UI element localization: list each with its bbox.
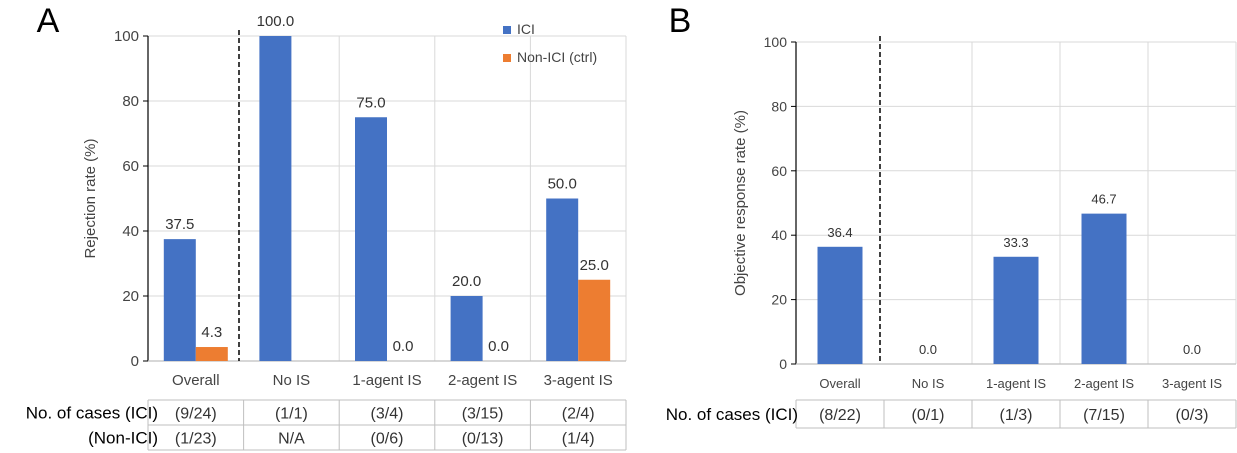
y-tick-label: 20 bbox=[771, 292, 787, 308]
y-tick-label: 100 bbox=[764, 34, 788, 50]
panel-a: A 0 20 40 60 80 100 Rejection rate (%) Overall No… bbox=[26, 2, 627, 451]
x-category-label: Overall bbox=[172, 372, 220, 389]
table-cell: (3/4) bbox=[371, 406, 404, 423]
y-tick-label: 60 bbox=[122, 158, 139, 175]
bar-primary bbox=[546, 198, 579, 361]
table-cell: (7/15) bbox=[1083, 407, 1125, 424]
y-tick-label: 40 bbox=[122, 223, 139, 240]
bar-value-label: 0.0 bbox=[919, 342, 937, 357]
table-cell: (1/3) bbox=[1000, 407, 1033, 424]
bar-value-label: 50.0 bbox=[548, 176, 577, 193]
table-cell: (3/15) bbox=[462, 406, 504, 423]
bar-primary bbox=[163, 239, 196, 361]
bar-primary bbox=[259, 36, 292, 361]
bar-primary bbox=[1081, 213, 1127, 364]
table-cell: (0/1) bbox=[912, 407, 945, 424]
bar-value-label: 36.4 bbox=[827, 225, 852, 240]
legend-swatch bbox=[503, 26, 511, 34]
y-tick-label: 20 bbox=[122, 288, 139, 305]
bar-value-label: 0.0 bbox=[1183, 342, 1201, 357]
bar-primary bbox=[450, 296, 483, 361]
bar-value-label: 20.0 bbox=[452, 273, 481, 290]
table-cell: (0/13) bbox=[462, 431, 504, 448]
legend-label: ICI bbox=[517, 21, 535, 37]
y-tick-label: 0 bbox=[131, 353, 139, 370]
panel-label: A bbox=[37, 2, 60, 40]
x-category-label: Overall bbox=[819, 376, 860, 391]
table-row-header: No. of cases (ICI) bbox=[26, 404, 158, 423]
bar-value-label: 0.0 bbox=[488, 338, 509, 355]
table-cell: (2/4) bbox=[562, 406, 595, 423]
y-axis-title: Objective response rate (%) bbox=[732, 110, 749, 296]
table-cell: (0/3) bbox=[1176, 407, 1209, 424]
table-cell: (1/4) bbox=[562, 431, 595, 448]
bar-value-label: 33.3 bbox=[1003, 235, 1028, 250]
y-tick-label: 40 bbox=[771, 227, 787, 243]
legend-label: Non-ICI (ctrl) bbox=[517, 49, 597, 65]
bar-primary bbox=[993, 256, 1039, 364]
bar-value-label: 100.0 bbox=[257, 13, 295, 30]
panel-label: B bbox=[669, 2, 692, 40]
table-cell: (1/23) bbox=[175, 431, 217, 448]
table-cell: (9/24) bbox=[175, 406, 217, 423]
bar-value-label: 25.0 bbox=[580, 257, 609, 274]
panel-b: B 0 20 40 60 80 100 Objective response rate (%)… bbox=[666, 2, 1237, 429]
x-category-label: 2-agent IS bbox=[1074, 376, 1134, 391]
table-row-header: No. of cases (ICI) bbox=[666, 405, 798, 424]
bar-secondary bbox=[195, 347, 228, 361]
bar-primary bbox=[355, 117, 387, 361]
table-row-header: (Non-ICI) bbox=[88, 429, 158, 448]
bar-value-label: 37.5 bbox=[165, 216, 194, 233]
bar-value-label: 4.3 bbox=[201, 324, 222, 341]
x-category-label: 1-agent IS bbox=[352, 372, 421, 389]
y-axis-title: Rejection rate (%) bbox=[82, 138, 99, 258]
x-category-label: 3-agent IS bbox=[1162, 376, 1222, 391]
bar-value-label: 75.0 bbox=[356, 94, 385, 111]
x-category-label: No IS bbox=[273, 372, 311, 389]
bar-primary bbox=[817, 246, 863, 364]
legend-swatch bbox=[503, 54, 511, 62]
bar-value-label: 0.0 bbox=[393, 338, 414, 355]
table-cell: N/A bbox=[278, 431, 305, 448]
bar-secondary bbox=[578, 279, 611, 361]
y-tick-label: 80 bbox=[122, 93, 139, 110]
x-category-label: 3-agent IS bbox=[544, 372, 613, 389]
table-cell: (0/6) bbox=[371, 431, 404, 448]
table-cell: (1/1) bbox=[275, 406, 308, 423]
y-tick-label: 60 bbox=[771, 163, 787, 179]
x-category-label: No IS bbox=[912, 376, 945, 391]
y-tick-label: 0 bbox=[779, 356, 787, 372]
y-tick-label: 100 bbox=[114, 28, 139, 45]
table-cell: (8/22) bbox=[819, 407, 861, 424]
y-tick-label: 80 bbox=[771, 98, 787, 114]
bar-value-label: 46.7 bbox=[1091, 192, 1116, 207]
x-category-label: 2-agent IS bbox=[448, 372, 517, 389]
x-category-label: 1-agent IS bbox=[986, 376, 1046, 391]
